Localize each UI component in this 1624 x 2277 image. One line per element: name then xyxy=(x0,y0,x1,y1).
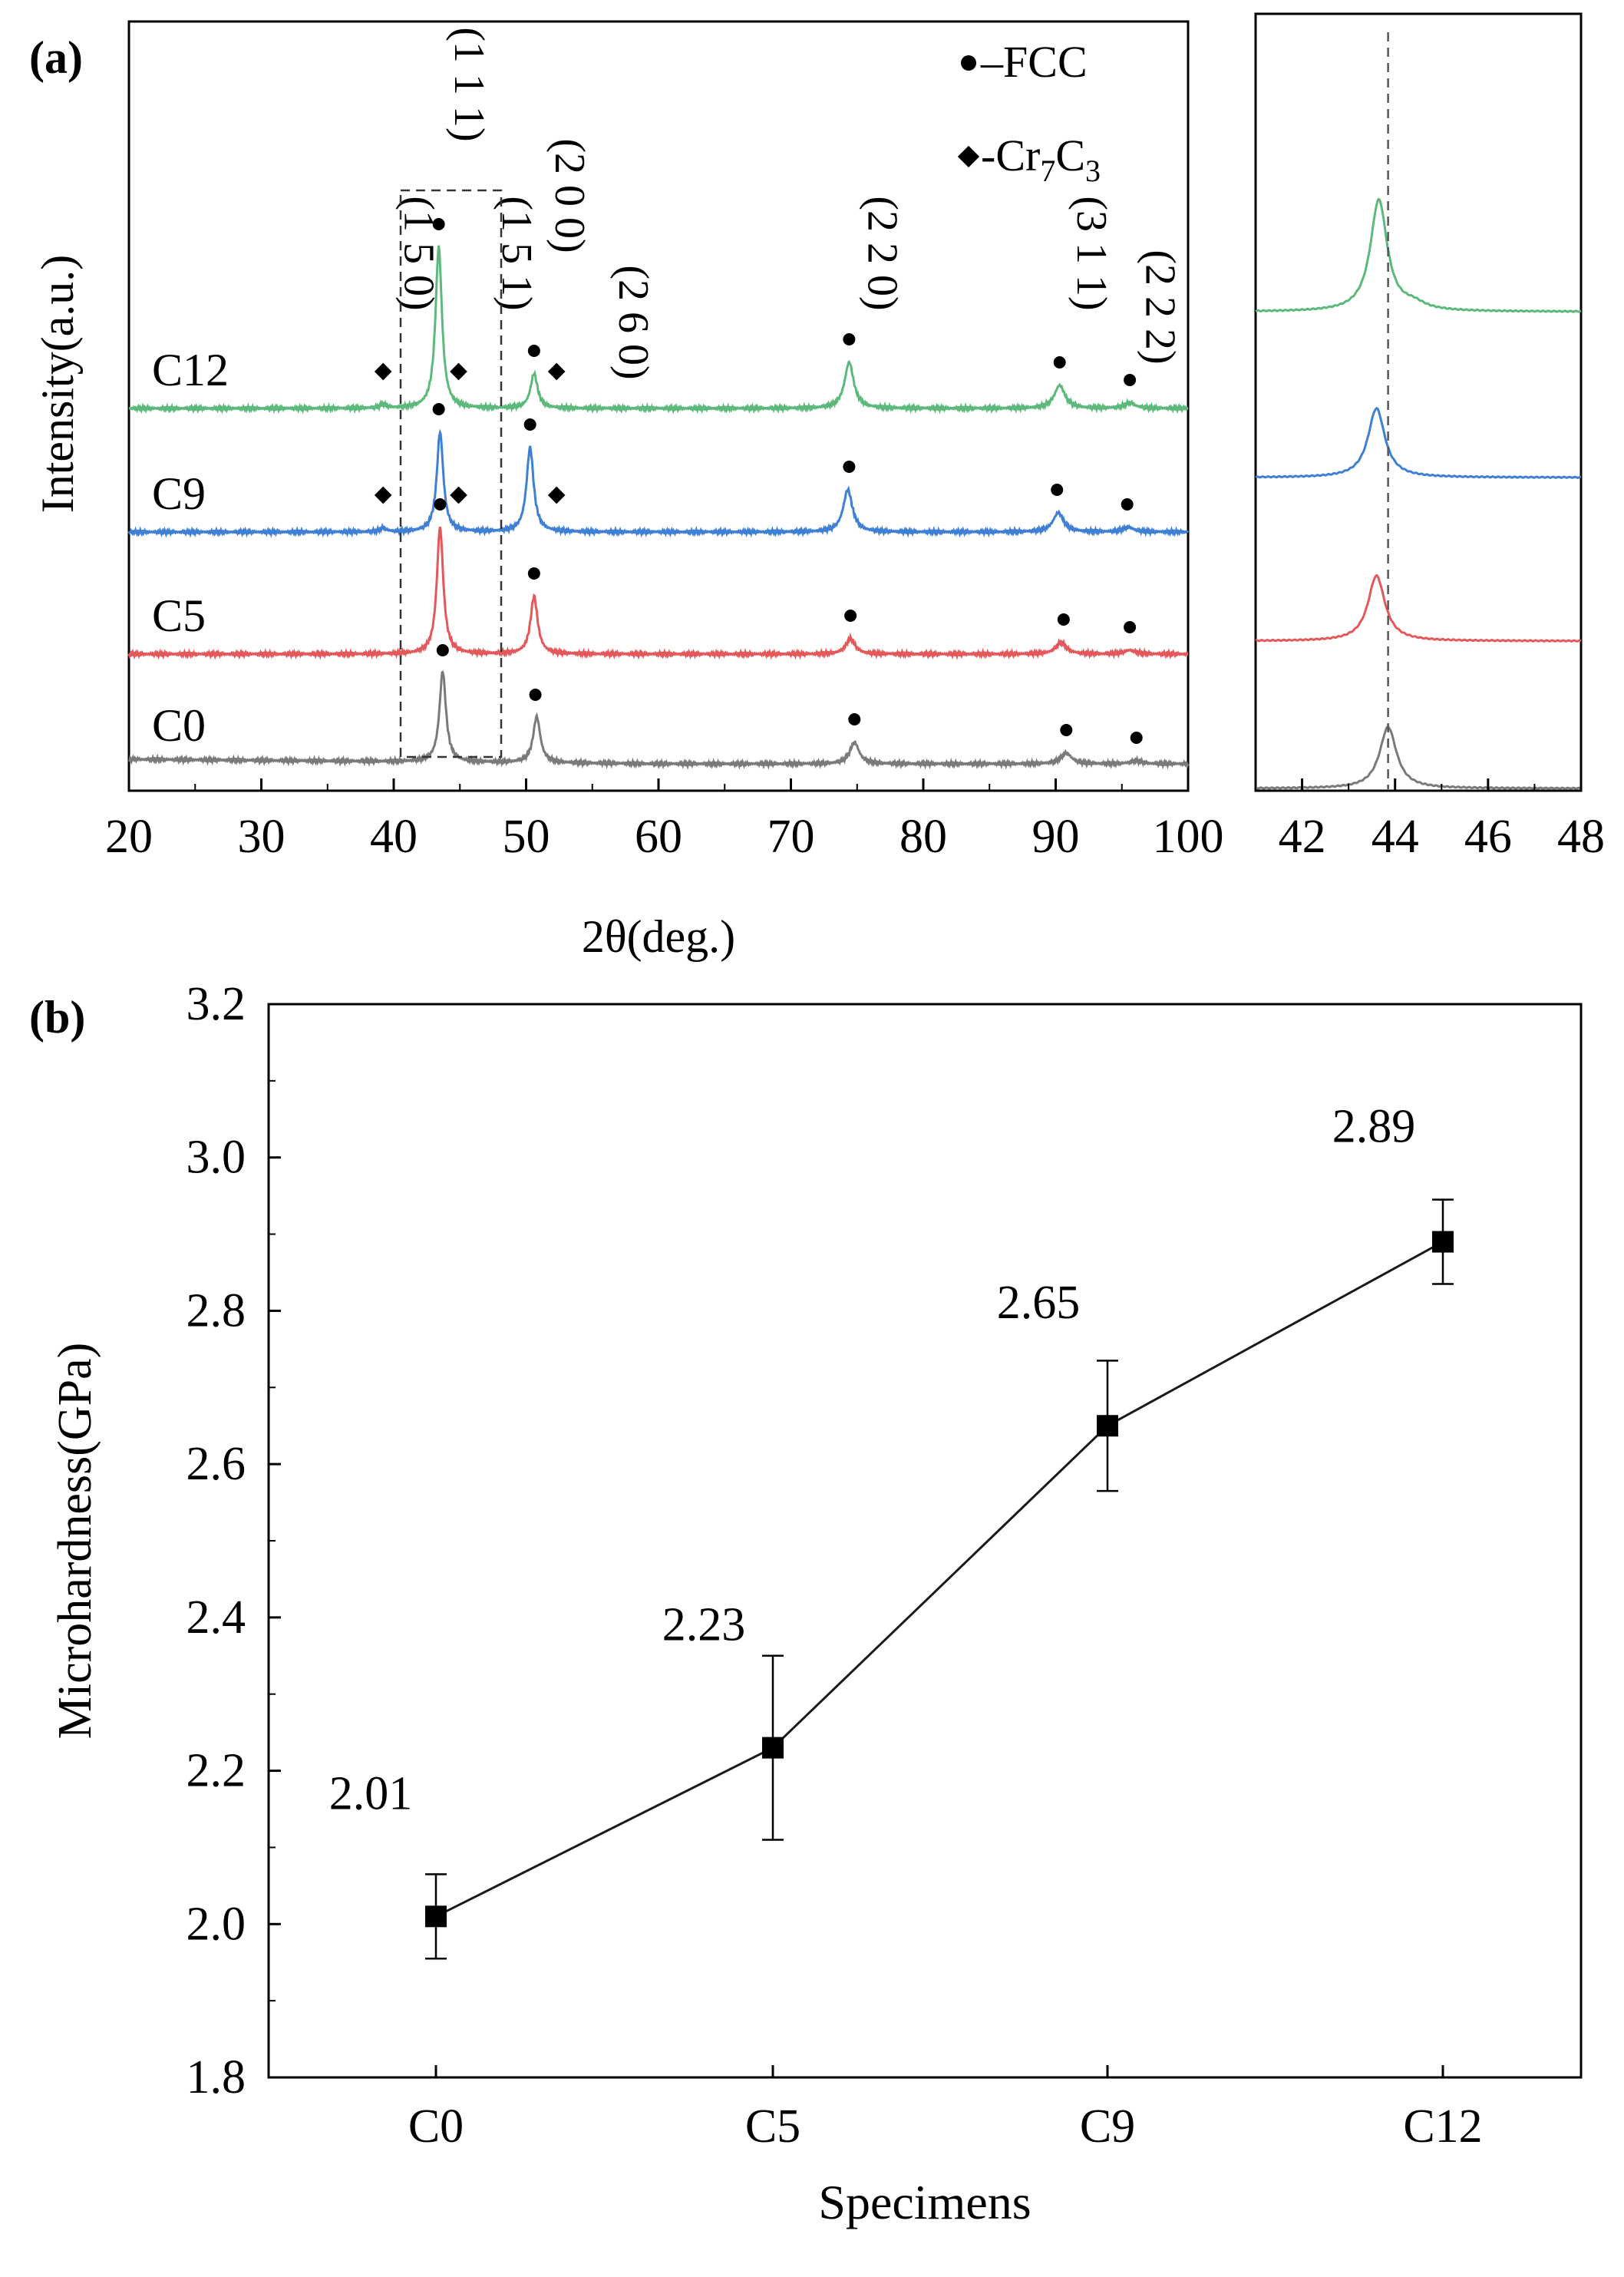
xrd-x-tick-label: 60 xyxy=(635,811,682,863)
y-tick-label: 2.6 xyxy=(186,1438,246,1490)
value-label: 2.89 xyxy=(1332,1101,1416,1153)
fcc-marker xyxy=(1124,621,1137,633)
xrd-curve-c12 xyxy=(128,245,1189,415)
data-point-c12 xyxy=(1432,1231,1454,1253)
zoom-x-tick-label: 46 xyxy=(1464,811,1512,863)
legend-carbide-label: -Cr7C3 xyxy=(981,131,1101,188)
x-tick-label-c9: C9 xyxy=(1080,2100,1135,2153)
fcc-marker xyxy=(527,345,540,357)
peak-label: (2 2 2) xyxy=(1137,250,1184,364)
fcc-marker xyxy=(1057,613,1070,626)
xrd-x-axis-label: 2θ(deg.) xyxy=(582,911,735,962)
fcc-marker xyxy=(432,403,445,415)
xrd-x-tick-label: 80 xyxy=(899,811,947,863)
fcc-marker xyxy=(434,498,447,511)
microhardness-x-axis-label: Specimens xyxy=(818,2175,1031,2229)
xrd-x-tick-label: 100 xyxy=(1153,811,1224,863)
peak-label: (3 1 1) xyxy=(1068,196,1115,310)
legend-fcc-marker xyxy=(961,55,976,71)
series-label-c9: C9 xyxy=(152,468,206,519)
fcc-marker xyxy=(523,418,536,431)
carbide-marker xyxy=(450,486,467,504)
peak-label: (1 5 1) xyxy=(493,196,540,310)
peak-label: (2 2 0) xyxy=(858,196,906,310)
panel-b-label: (b) xyxy=(29,992,85,1043)
microhardness-frame xyxy=(267,1003,1583,2079)
data-point-c9 xyxy=(1097,1415,1118,1437)
series-label-c0: C0 xyxy=(152,700,206,751)
zoom-region-box xyxy=(399,189,503,758)
fcc-marker xyxy=(843,333,856,345)
fcc-marker xyxy=(527,567,540,580)
y-tick-label: 2.8 xyxy=(186,1284,246,1337)
fcc-marker xyxy=(1124,374,1137,386)
microhardness-y-axis-label: Microhardness(GPa) xyxy=(49,1343,101,1740)
data-point-c5 xyxy=(762,1737,784,1759)
y-tick-label: 1.8 xyxy=(186,2051,246,2103)
microhardness-panel: (b) 1.8 2.0 2.2 2.4 2.6 2.8 3.0 3.2 C0 C5 C9 C12 2… xyxy=(29,978,1583,2229)
xrd-main-panel: (a) C12 C9 C5 C0 (1 5 0) (1 1 1) (1 5 1)(2 0 … xyxy=(29,20,1224,962)
data-point-c0 xyxy=(425,1905,447,1928)
panel-a-label: (a) xyxy=(29,32,83,83)
fcc-marker xyxy=(1053,356,1066,368)
xrd-x-tick-label: 90 xyxy=(1032,811,1080,863)
carbide-marker xyxy=(547,362,566,381)
peak-label: (1 1 1) xyxy=(445,27,493,141)
fcc-marker xyxy=(1130,732,1143,744)
xrd-x-tick-label: 70 xyxy=(767,811,815,863)
series-label-c5: C5 xyxy=(152,590,206,641)
peak-label: (2 6 0) xyxy=(609,265,657,379)
xrd-y-axis-label: Intensity(a.u.) xyxy=(32,255,83,514)
value-label: 2.01 xyxy=(329,1767,413,1819)
zoom-curve-c9 xyxy=(1255,407,1582,479)
xrd-x-tick-label: 50 xyxy=(503,811,550,863)
y-tick-label: 2.2 xyxy=(186,1745,246,1797)
peak-label: (1 5 0) xyxy=(395,196,443,310)
carbide-marker xyxy=(547,486,566,504)
fcc-marker xyxy=(436,644,449,656)
xrd-x-tick-label: 40 xyxy=(370,811,418,863)
fcc-marker xyxy=(843,461,856,473)
xrd-x-tick-label: 20 xyxy=(105,811,153,863)
carbide-marker xyxy=(374,486,392,504)
peak-label: (2 0 0) xyxy=(546,138,593,253)
x-tick-label-c5: C5 xyxy=(745,2100,800,2153)
zoom-curve-c5 xyxy=(1255,573,1582,643)
carbide-marker xyxy=(374,362,392,381)
zoom-curve-c12 xyxy=(1255,197,1582,313)
legend-carbide-marker xyxy=(957,145,980,168)
series-label-c12: C12 xyxy=(152,345,229,395)
carbide-marker xyxy=(450,362,467,381)
y-tick-label: 2.4 xyxy=(186,1591,246,1644)
value-label: 2.65 xyxy=(997,1277,1081,1329)
xrd-curve-c0 xyxy=(128,670,1190,771)
y-tick-label: 2.0 xyxy=(186,1898,246,1950)
fcc-marker xyxy=(1121,498,1134,511)
fcc-marker xyxy=(432,218,445,230)
zoom-x-tick-label: 44 xyxy=(1371,811,1419,863)
microhardness-line xyxy=(435,1241,1444,1918)
xrd-curve-c5 xyxy=(127,527,1189,661)
fcc-marker xyxy=(844,610,857,622)
fcc-marker xyxy=(848,713,861,725)
zoom-x-tick-label: 48 xyxy=(1557,811,1605,863)
xrd-x-tick-label: 30 xyxy=(238,811,286,863)
zoom-x-tick-label: 42 xyxy=(1279,811,1326,863)
y-tick-label: 3.2 xyxy=(186,978,246,1030)
y-tick-label: 3.0 xyxy=(186,1132,246,1184)
xrd-zoom-panel: 42 44 46 48 xyxy=(1254,12,1605,863)
fcc-marker xyxy=(1051,484,1064,496)
x-tick-label-c0: C0 xyxy=(408,2100,464,2153)
x-tick-label-c12: C12 xyxy=(1403,2100,1482,2153)
value-label: 2.23 xyxy=(662,1599,746,1651)
xrd-curve-c9 xyxy=(127,428,1190,538)
xrd-zoom-frame xyxy=(1254,12,1583,792)
legend: –FCC -Cr7C3 xyxy=(957,37,1101,188)
fcc-marker xyxy=(529,689,542,701)
fcc-marker xyxy=(1060,724,1073,736)
zoom-curve-c0 xyxy=(1255,725,1582,790)
legend-fcc-label: –FCC xyxy=(980,37,1088,87)
